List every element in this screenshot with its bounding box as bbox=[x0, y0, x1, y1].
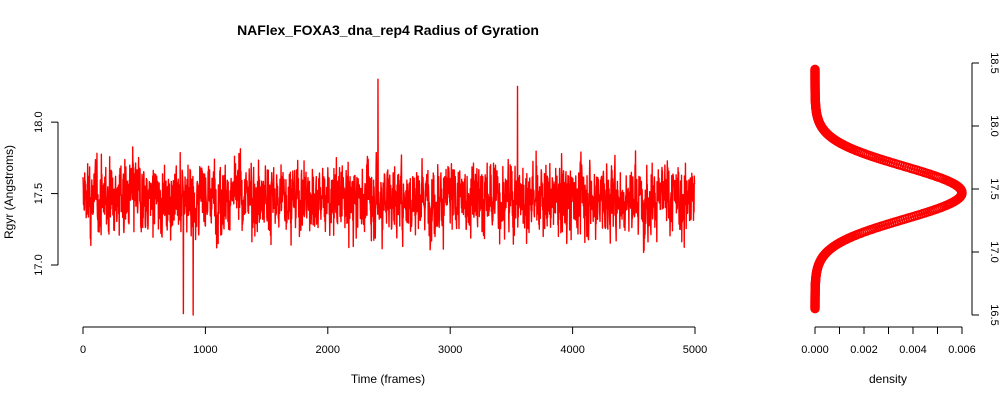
x-tick-label: 0 bbox=[80, 344, 86, 356]
density-x-axis-label: density bbox=[869, 372, 907, 386]
chart-title: NAFlex_FOXA3_dna_rep4 Radius of Gyration bbox=[237, 22, 539, 38]
y-tick-label: 17.0 bbox=[33, 254, 45, 275]
density-x-tick-label: 0.002 bbox=[850, 344, 878, 356]
density-y-tick-label: 17.0 bbox=[988, 241, 1000, 262]
density-y-tick-label: 18.5 bbox=[988, 52, 1000, 73]
density-point bbox=[810, 64, 820, 75]
x-tick-label: 5000 bbox=[683, 344, 707, 356]
density-x-tick-label: 0.006 bbox=[948, 344, 976, 356]
timeseries-axes: 0 1000 2000 3000 4000 5000 17.0 17.5 18.0 bbox=[33, 111, 707, 356]
density-y-tick-label: 16.5 bbox=[988, 304, 1000, 325]
x-tick-label: 2000 bbox=[316, 344, 340, 356]
density-y-tick-label: 18.0 bbox=[988, 115, 1000, 136]
density-plot bbox=[810, 64, 967, 314]
y-tick-label: 17.5 bbox=[33, 183, 45, 204]
x-axis-label: Time (frames) bbox=[351, 372, 425, 386]
timeseries-plot bbox=[82, 78, 696, 316]
y-tick-label: 18.0 bbox=[33, 111, 45, 132]
density-x-tick-label: 0.000 bbox=[801, 344, 829, 356]
series-line bbox=[82, 78, 696, 316]
x-tick-label: 4000 bbox=[560, 344, 584, 356]
x-tick-label: 1000 bbox=[193, 344, 217, 356]
density-axes: 0.000 0.002 0.004 0.006 16.5 17.0 17.5 18.0 18.5 bbox=[801, 52, 1000, 356]
density-y-tick-label: 17.5 bbox=[988, 178, 1000, 199]
density-x-tick-label: 0.004 bbox=[899, 344, 927, 356]
y-axis-label: Rgyr (Angstroms) bbox=[2, 145, 16, 239]
x-tick-label: 3000 bbox=[438, 344, 462, 356]
